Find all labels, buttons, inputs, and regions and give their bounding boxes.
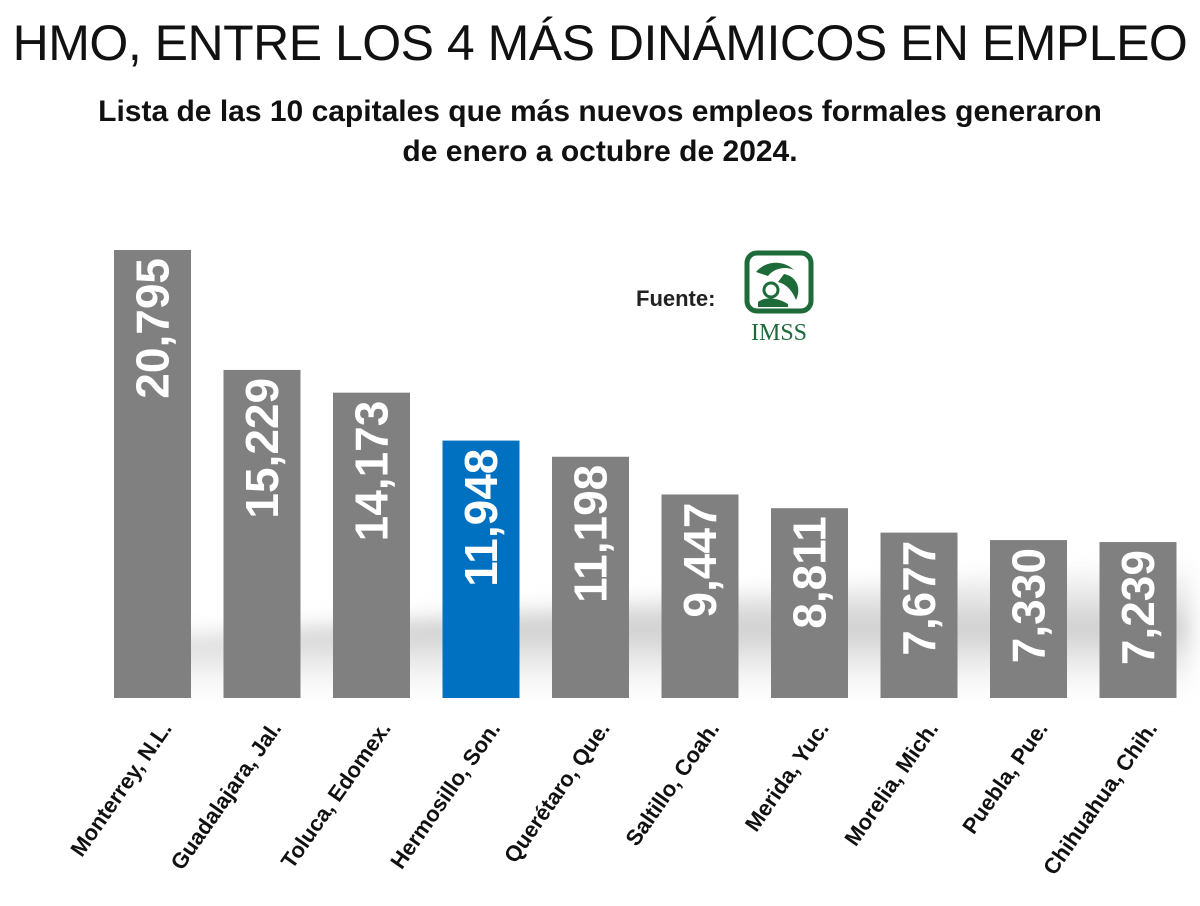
bar-value-label: 9,447 (674, 502, 726, 617)
category-label: Chihuahua, Chih. (1038, 717, 1162, 880)
category-label: Toluca, Edomex. (276, 717, 396, 873)
bar-8 (880, 532, 958, 698)
bar-10 (1099, 542, 1177, 698)
bar-value-label: 7,330 (1003, 548, 1055, 663)
subtitle-line-1: Lista de las 10 capitales que más nuevos… (98, 95, 1102, 128)
category-label: Monterrey, N.L. (65, 717, 176, 861)
category-labels-group: Monterrey, N.L.Guadalajara, Jal.Toluca, … (65, 717, 1162, 880)
bar-value-label: 8,811 (784, 516, 836, 629)
bar-4 (442, 440, 520, 698)
bar-value-label: 11,198 (565, 465, 617, 603)
chart-title: HMO, ENTRE LOS 4 MÁS DINÁMICOS EN EMPLEO (12, 15, 1188, 71)
bar-1 (114, 250, 191, 698)
category-label: Merida, Yuc. (740, 717, 834, 836)
subtitle-line-2: de enero a octubre de 2024. (402, 135, 798, 168)
category-label: Querétaro, Que. (499, 717, 615, 868)
bar-5 (552, 456, 629, 698)
bar-value-label: 7,239 (1112, 550, 1164, 665)
bar-2 (223, 369, 301, 698)
bars-group: 20,795 15,229 14,173 11,948 11,198 9,447 8,811… (114, 250, 1177, 698)
source-label: Fuente: (636, 286, 716, 311)
bar-9 (990, 540, 1067, 698)
category-label: Puebla, Pue. (957, 717, 1053, 839)
imss-logo-text: IMSS (751, 320, 807, 346)
category-label: Morelia, Mich. (839, 717, 943, 851)
bar-value-label: 11,948 (455, 449, 507, 587)
bar-7 (771, 508, 848, 698)
category-label: Guadalajara, Jal. (165, 717, 286, 875)
category-label: Hermosillo, Son. (385, 717, 505, 874)
bar-value-label: 7,677 (893, 541, 945, 656)
bar-6 (661, 494, 739, 698)
category-label: Saltillo, Coah. (620, 717, 724, 851)
bar-value-label: 14,173 (346, 401, 398, 542)
bar-value-label: 15,229 (236, 378, 288, 519)
imss-logo: IMSS (744, 250, 814, 346)
bar-3 (333, 392, 410, 698)
bar-value-label: 20,795 (127, 258, 179, 399)
chart-subtitle: Lista de las 10 capitales que más nuevos… (0, 92, 1200, 172)
